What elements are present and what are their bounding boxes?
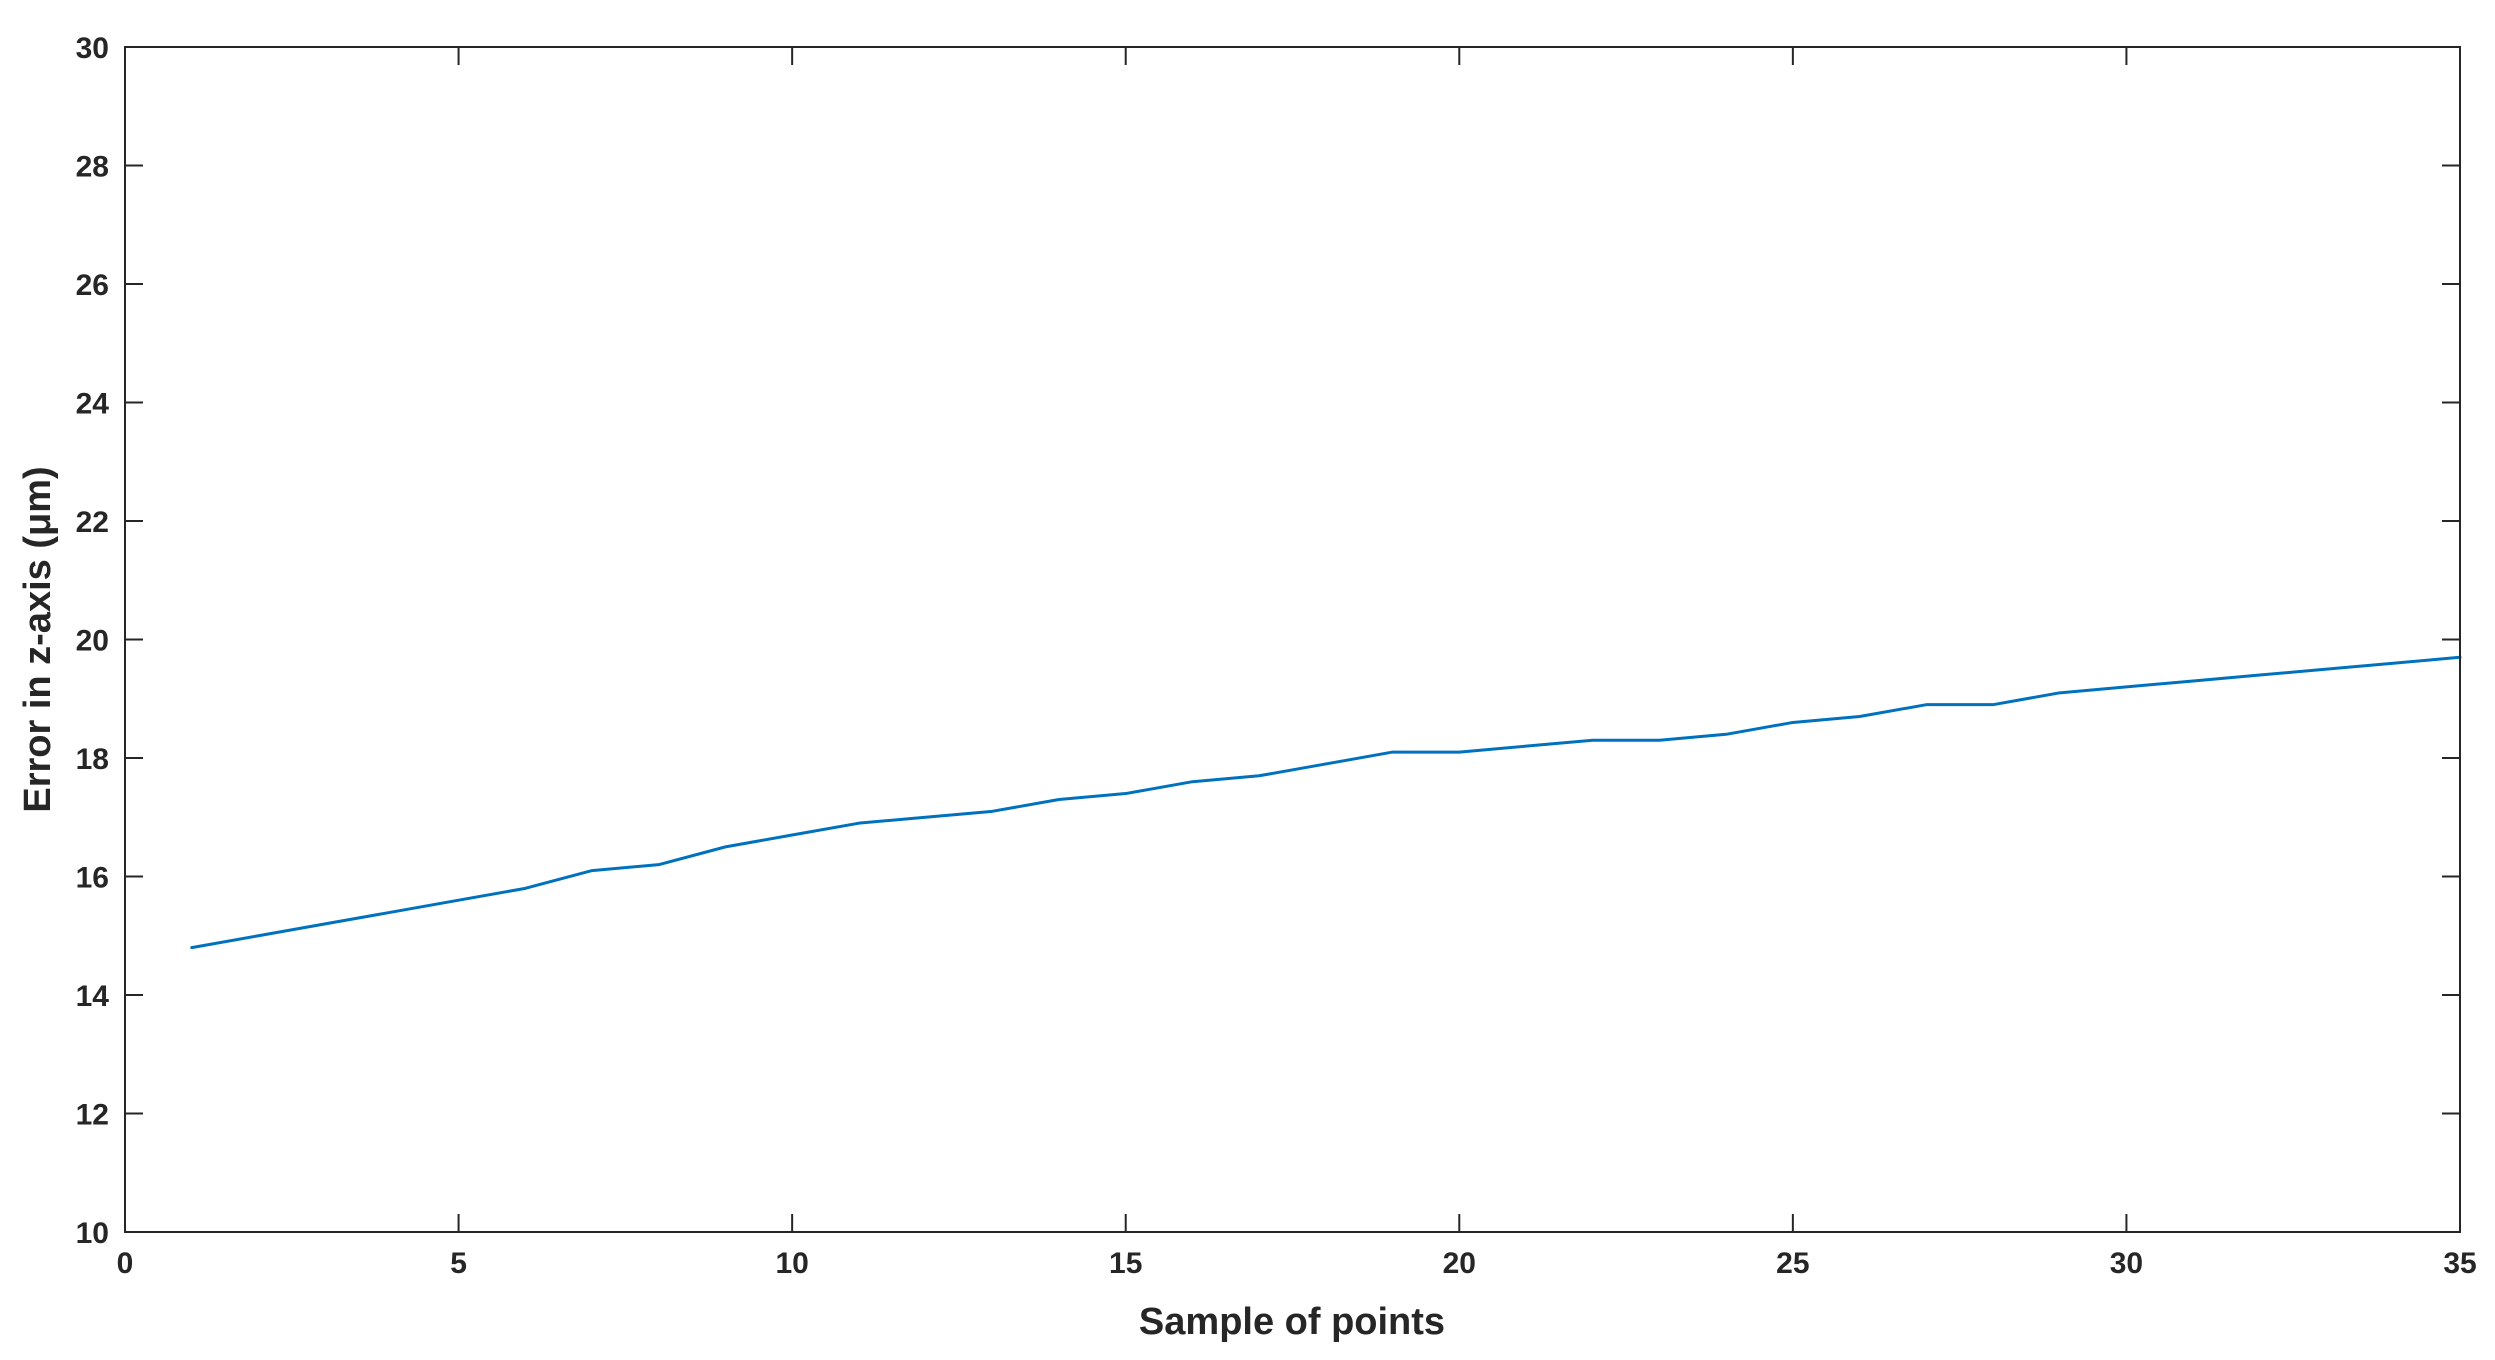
- y-tick-label: 20: [76, 625, 109, 658]
- x-tick-label: 10: [775, 1247, 808, 1280]
- x-tick-label: 35: [2443, 1247, 2476, 1280]
- y-tick-label: 10: [76, 1217, 109, 1250]
- y-tick-label: 24: [76, 388, 110, 421]
- x-tick-label: 5: [450, 1247, 467, 1280]
- y-tick-label: 22: [76, 506, 109, 539]
- tick-labels: 0 5 10 15 20 25 30 35 10 12 14 16 18 20 22 24 26 28 30: [76, 32, 2477, 1280]
- y-tick-label: 26: [76, 269, 109, 302]
- x-axis-title: Sample of points: [1139, 1301, 1445, 1343]
- y-axis-title: Error in z-axis (μm): [17, 466, 59, 812]
- y-tick-label: 12: [76, 1099, 109, 1132]
- x-tick-label: 0: [117, 1247, 134, 1280]
- y-tick-label: 14: [76, 980, 110, 1013]
- x-tick-label: 25: [1776, 1247, 1809, 1280]
- y-tick-label: 16: [76, 862, 109, 895]
- x-tick-label: 30: [2110, 1247, 2143, 1280]
- x-tick-label: 15: [1109, 1247, 1142, 1280]
- y-tick-label: 18: [76, 743, 109, 776]
- y-tick-label: 28: [76, 151, 109, 184]
- y-tick-label: 30: [76, 32, 109, 65]
- series-line-0: [190, 655, 2462, 950]
- axes-frame: [124, 46, 2461, 1233]
- x-tick-label: 20: [1443, 1247, 1476, 1280]
- series-layer: [190, 655, 2462, 950]
